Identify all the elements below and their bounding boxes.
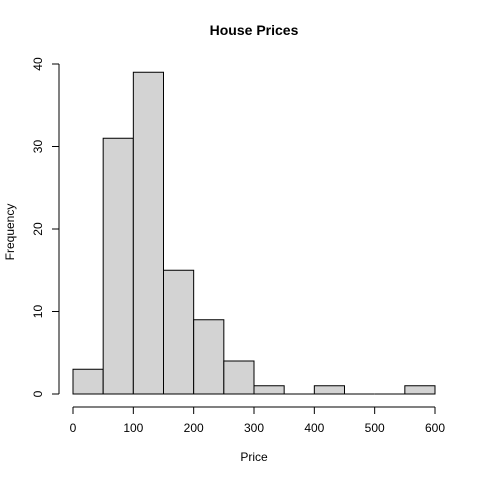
x-tick-label: 100	[123, 421, 143, 435]
histogram-bar-11	[404, 385, 436, 395]
bars-group	[72, 71, 436, 395]
y-tick-label: 20	[31, 222, 45, 236]
y-axis: 0 10 20 30 40	[31, 57, 60, 397]
histogram-bar-3	[163, 269, 195, 395]
y-tick-label: 40	[31, 57, 45, 71]
histogram-bar-6	[253, 385, 285, 395]
histogram-bar-0	[72, 368, 104, 395]
y-axis-label: Frequency	[3, 204, 17, 261]
histogram-bar-8	[313, 385, 346, 395]
histogram-bar-4	[193, 319, 225, 395]
x-axis-label: Price	[240, 450, 268, 464]
x-tick-label: 500	[365, 421, 385, 435]
histogram-bar-1	[102, 137, 134, 395]
x-tick-label: 600	[425, 421, 445, 435]
y-tick-label: 10	[31, 305, 45, 319]
x-axis: 0 100 200 300 400 500 600	[70, 406, 445, 435]
y-tick-label: 0	[31, 390, 45, 397]
histogram-bar-2	[132, 71, 164, 395]
histogram-bar-5	[223, 360, 255, 395]
x-tick-label: 400	[304, 421, 324, 435]
x-tick-label: 300	[244, 421, 264, 435]
y-tick-label: 30	[31, 140, 45, 154]
x-tick-label: 200	[184, 421, 204, 435]
chart-title: House Prices	[210, 22, 299, 38]
x-tick-label: 0	[70, 421, 77, 435]
